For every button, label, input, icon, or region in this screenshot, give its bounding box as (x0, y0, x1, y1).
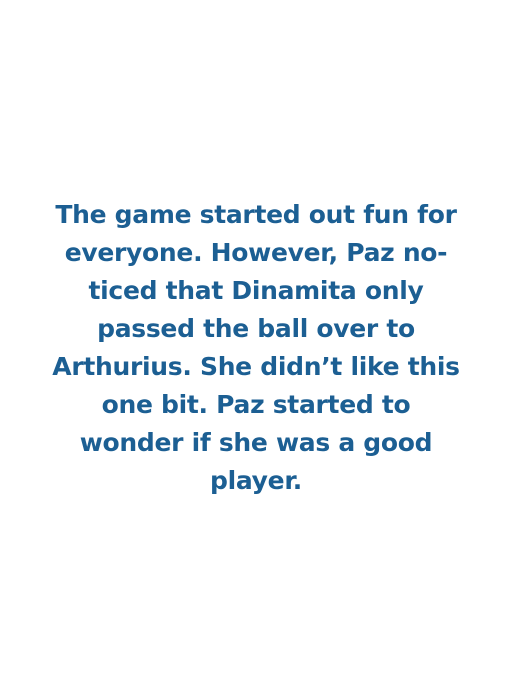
story-line-3: ticed that Dinamita only (88, 276, 424, 305)
story-line-5: Arthurius. She didn’t like this (52, 352, 460, 381)
story-line-2: everyone. However, Paz no- (64, 238, 448, 267)
story-line-6: one bit. Paz started to (101, 390, 411, 419)
story-line-4: passed the ball over to (97, 314, 415, 343)
story-text: The game started out fun for everyone. H… (40, 196, 472, 500)
story-line-8: player. (210, 466, 302, 495)
story-line-7: wonder if she was a good (79, 428, 433, 457)
story-line-1: The game started out fun for (55, 200, 457, 229)
